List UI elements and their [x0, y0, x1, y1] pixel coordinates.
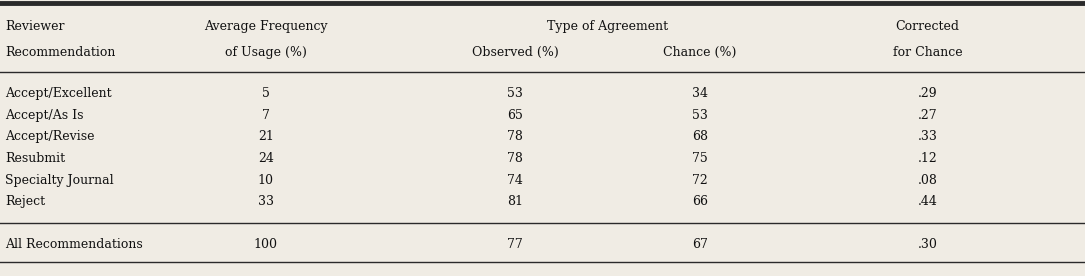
- Text: for Chance: for Chance: [893, 46, 962, 59]
- Text: Observed (%): Observed (%): [472, 46, 559, 59]
- Text: 81: 81: [508, 195, 523, 208]
- Text: Accept/Revise: Accept/Revise: [5, 131, 94, 144]
- Text: 100: 100: [254, 238, 278, 251]
- Text: .30: .30: [918, 238, 937, 251]
- Text: Accept/Excellent: Accept/Excellent: [5, 87, 112, 100]
- Text: Accept/As Is: Accept/As Is: [5, 109, 84, 122]
- Text: 68: 68: [692, 131, 707, 144]
- Text: 7: 7: [261, 109, 270, 122]
- Text: 21: 21: [258, 131, 273, 144]
- Text: 75: 75: [692, 152, 707, 165]
- Text: 77: 77: [508, 238, 523, 251]
- Text: of Usage (%): of Usage (%): [225, 46, 307, 59]
- Text: 53: 53: [508, 87, 523, 100]
- Text: Specialty Journal: Specialty Journal: [5, 174, 114, 187]
- Text: Corrected: Corrected: [896, 20, 959, 33]
- Text: 78: 78: [508, 152, 523, 165]
- Text: Type of Agreement: Type of Agreement: [547, 20, 668, 33]
- Text: 34: 34: [692, 87, 707, 100]
- Text: 66: 66: [692, 195, 707, 208]
- Text: 33: 33: [258, 195, 273, 208]
- Text: .29: .29: [918, 87, 937, 100]
- Text: .08: .08: [918, 174, 937, 187]
- Text: Reject: Reject: [5, 195, 46, 208]
- Text: All Recommendations: All Recommendations: [5, 238, 143, 251]
- Text: Average Frequency: Average Frequency: [204, 20, 328, 33]
- Text: Recommendation: Recommendation: [5, 46, 116, 59]
- Text: .27: .27: [918, 109, 937, 122]
- Text: 10: 10: [258, 174, 273, 187]
- Text: .33: .33: [918, 131, 937, 144]
- Text: .12: .12: [918, 152, 937, 165]
- Text: 67: 67: [692, 238, 707, 251]
- Text: Resubmit: Resubmit: [5, 152, 65, 165]
- Text: 24: 24: [258, 152, 273, 165]
- Text: Reviewer: Reviewer: [5, 20, 65, 33]
- Text: 78: 78: [508, 131, 523, 144]
- Text: Chance (%): Chance (%): [663, 46, 737, 59]
- Text: 65: 65: [508, 109, 523, 122]
- Text: 5: 5: [261, 87, 270, 100]
- Text: .44: .44: [918, 195, 937, 208]
- Text: 72: 72: [692, 174, 707, 187]
- Text: 74: 74: [508, 174, 523, 187]
- Text: 53: 53: [692, 109, 707, 122]
